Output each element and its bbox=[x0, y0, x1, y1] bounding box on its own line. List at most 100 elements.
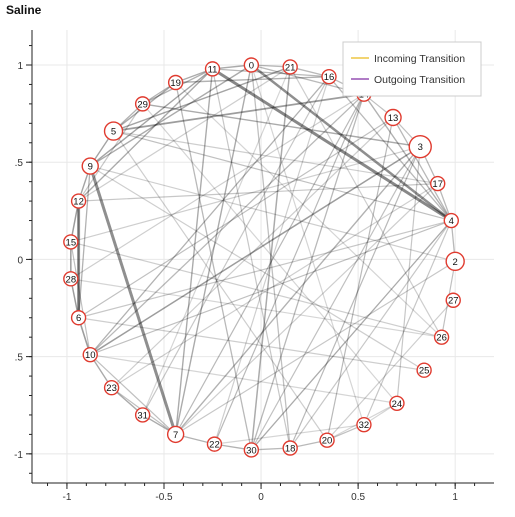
edge-30-3 bbox=[250, 146, 421, 451]
edge-9-7 bbox=[88, 164, 178, 436]
node-7: 7 bbox=[166, 425, 185, 444]
node-label: 7 bbox=[173, 430, 178, 441]
edge-16-4 bbox=[328, 76, 452, 222]
x-tick-label: -0.5 bbox=[155, 492, 173, 503]
node-circle bbox=[433, 329, 450, 345]
edge-21-30 bbox=[250, 66, 291, 451]
node-23: 23 bbox=[103, 380, 120, 396]
edge-10-16 bbox=[89, 76, 330, 356]
edge-14-4 bbox=[363, 93, 452, 222]
edge-3-24 bbox=[396, 146, 421, 404]
edge-10-3 bbox=[89, 145, 421, 356]
node-27: 27 bbox=[445, 292, 461, 308]
edge-0-18 bbox=[250, 64, 291, 449]
node-label: 22 bbox=[209, 440, 220, 451]
node-30: 30 bbox=[243, 442, 260, 458]
edge-11-7 bbox=[174, 68, 214, 436]
node-16: 16 bbox=[321, 68, 337, 85]
edge-10-15 bbox=[70, 241, 91, 356]
y-tick-label: .5 bbox=[15, 158, 24, 169]
edge-29-3 bbox=[141, 103, 421, 148]
node-circle bbox=[70, 193, 87, 209]
edge-6-4 bbox=[77, 219, 452, 319]
edge-18-4 bbox=[289, 219, 452, 449]
node-label: 31 bbox=[137, 410, 148, 421]
node-circle bbox=[430, 175, 446, 192]
node-circle bbox=[443, 212, 459, 229]
edge-5-17 bbox=[112, 130, 439, 185]
edge-21-26 bbox=[289, 66, 443, 338]
edge-9-2 bbox=[89, 165, 456, 262]
edge-25-6 bbox=[77, 317, 425, 371]
node-label: 11 bbox=[208, 64, 218, 75]
edge-4-10 bbox=[89, 219, 452, 356]
y-tick-label: .5 bbox=[15, 353, 24, 364]
node-circle bbox=[321, 68, 337, 85]
edge-6-13 bbox=[77, 116, 394, 319]
edge-9-6 bbox=[77, 165, 91, 319]
node-25: 25 bbox=[416, 362, 432, 378]
edge-19-16 bbox=[174, 75, 330, 84]
y-tick-label: 0 bbox=[17, 255, 23, 266]
node-circle bbox=[167, 74, 184, 91]
node-circle bbox=[282, 440, 298, 456]
edge-7-17 bbox=[175, 182, 439, 435]
node-28: 28 bbox=[63, 271, 79, 287]
node-circle bbox=[63, 234, 79, 250]
node-6: 6 bbox=[70, 310, 87, 326]
node-label: 27 bbox=[448, 296, 459, 307]
node-circle bbox=[319, 432, 335, 448]
node-circle bbox=[204, 61, 221, 77]
node-circle bbox=[103, 121, 124, 141]
edge-14-7 bbox=[175, 93, 365, 435]
node-5: 5 bbox=[103, 121, 124, 141]
edge-3-18 bbox=[289, 146, 421, 449]
edge-29-12 bbox=[77, 103, 144, 202]
node-label: 24 bbox=[392, 399, 403, 410]
node-15: 15 bbox=[63, 234, 79, 250]
node-circle bbox=[282, 59, 298, 75]
node-circle bbox=[408, 134, 432, 159]
node-circle bbox=[445, 251, 465, 272]
node-label: 17 bbox=[432, 179, 443, 190]
edge-0-9 bbox=[89, 64, 253, 167]
edge-14-22 bbox=[213, 93, 365, 445]
edge-30-14 bbox=[250, 93, 365, 451]
edge-19-30 bbox=[174, 81, 253, 451]
legend-label: Incoming Transition bbox=[374, 53, 465, 65]
x-tick-label: -1 bbox=[62, 492, 71, 503]
node-circle bbox=[243, 57, 260, 73]
node-label: 26 bbox=[436, 333, 447, 344]
node-22: 22 bbox=[206, 436, 223, 452]
node-circle bbox=[63, 271, 79, 287]
edge-22-32 bbox=[213, 424, 365, 445]
node-circle bbox=[356, 416, 372, 433]
edge-19-26 bbox=[175, 81, 443, 338]
node-10: 10 bbox=[82, 346, 98, 363]
edge-4-30 bbox=[250, 219, 452, 451]
node-label: 16 bbox=[324, 72, 335, 83]
y-tick-label: -1 bbox=[14, 450, 23, 461]
node-label: 10 bbox=[85, 350, 96, 361]
node-label: 5 bbox=[111, 127, 116, 138]
node-label: 25 bbox=[419, 366, 430, 377]
node-9: 9 bbox=[81, 157, 99, 175]
node-label: 20 bbox=[322, 436, 333, 447]
node-circle bbox=[384, 108, 402, 127]
edge-4-32 bbox=[363, 219, 452, 426]
edge-11-4 bbox=[211, 67, 453, 223]
node-label: 32 bbox=[359, 420, 370, 431]
node-label: 9 bbox=[88, 162, 93, 173]
edge-9-11 bbox=[89, 68, 214, 167]
node-label: 21 bbox=[285, 62, 296, 73]
x-tick-label: 0.5 bbox=[351, 492, 365, 503]
node-13: 13 bbox=[384, 108, 402, 127]
edge-29-24 bbox=[142, 103, 398, 404]
node-18: 18 bbox=[282, 440, 298, 456]
node-label: 6 bbox=[76, 313, 81, 324]
node-label: 28 bbox=[66, 274, 77, 285]
edge-23-13 bbox=[110, 116, 394, 389]
axis-layer: -1 -0.5 0 0.5 11.50.5-1 bbox=[14, 30, 494, 503]
edge-3-7 bbox=[174, 145, 421, 436]
